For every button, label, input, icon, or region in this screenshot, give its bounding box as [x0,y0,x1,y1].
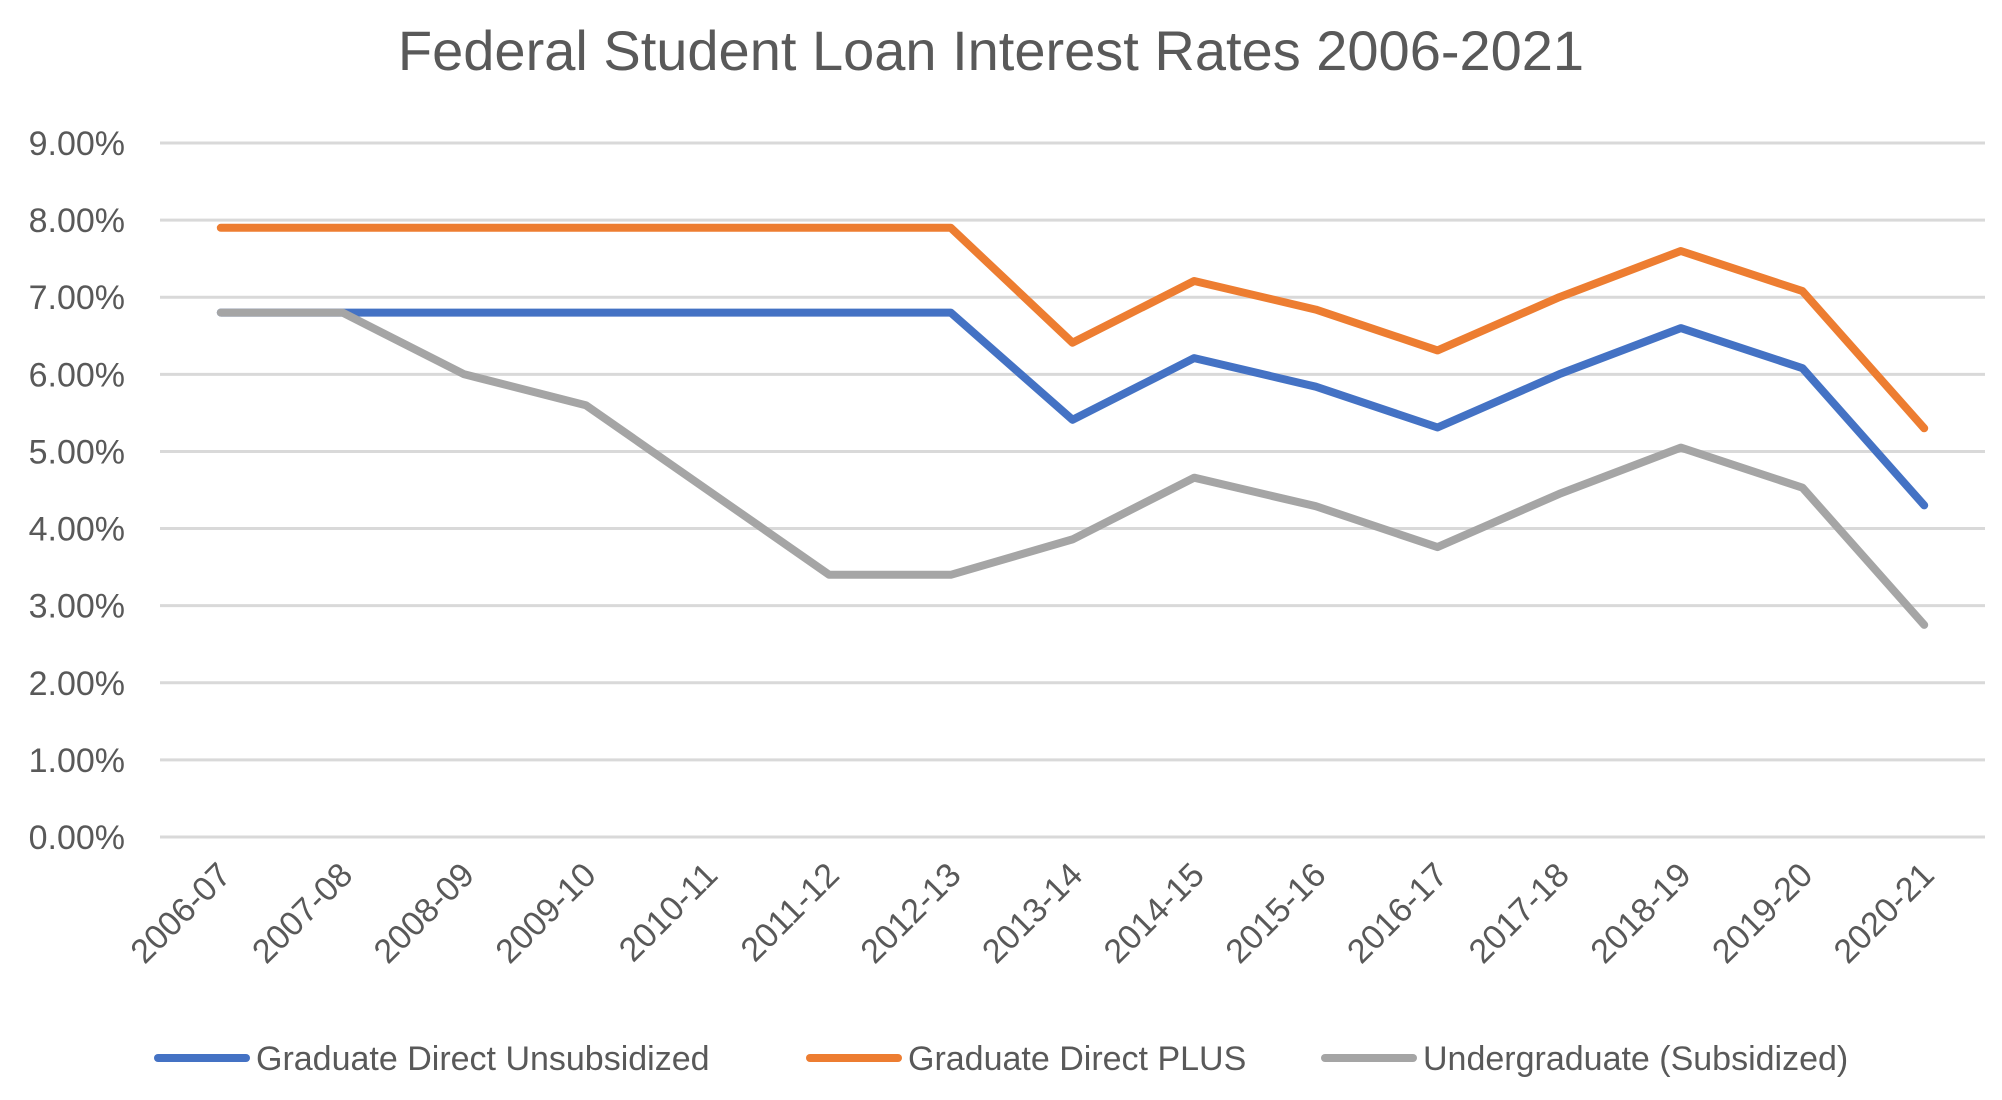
y-tick-label: 7.00% [29,279,125,317]
x-tick-label: 2018-19 [1583,856,1698,971]
x-tick-label: 2011-12 [733,856,846,969]
x-tick-label: 2008-09 [367,856,482,971]
y-axis: 0.00% 1.00% 2.00% 3.00% 4.00% 5.00% 6.00% 7.00%… [29,125,125,857]
y-tick-label: 3.00% [29,588,125,626]
x-tick-label: 2020-21 [1827,856,1942,971]
legend-label: Undergraduate (Subsidized) [1423,1040,1848,1078]
x-tick-label: 2009-10 [488,856,603,971]
y-tick-label: 0.00% [29,819,125,857]
y-tick-label: 9.00% [29,125,125,163]
x-tick-label: 2014-15 [1097,856,1212,971]
x-tick-label: 2015-16 [1218,856,1333,971]
series-line-2 [216,223,1929,433]
x-tick-label: 2012-13 [853,856,968,971]
x-tick-label: 2006-07 [123,856,238,971]
series-line-1 [216,308,1929,510]
legend: Graduate Direct Unsubsidized Graduate Dir… [154,1040,1848,1078]
gridlines [160,141,1985,839]
y-tick-label: 1.00% [29,742,125,780]
x-tick-label: 2010-11 [612,856,725,969]
legend-label: Graduate Direct Unsubsidized [256,1040,710,1078]
chart-title: Federal Student Loan Interest Rates 2006… [398,19,1584,82]
y-tick-label: 5.00% [29,433,125,471]
y-tick-label: 4.00% [29,511,125,549]
x-tick-label: 2017-18 [1462,856,1577,971]
x-tick-label: 2013-14 [975,856,1090,971]
y-tick-label: 8.00% [29,202,125,240]
x-axis: 2006-07 2007-08 2008-09 2009-10 2010-11 2011-… [123,856,1941,971]
x-tick-label: 2016-17 [1340,856,1455,971]
legend-label: Graduate Direct PLUS [908,1040,1246,1078]
x-tick-label: 2019-20 [1705,856,1820,971]
x-tick-label: 2007-08 [245,856,360,971]
series-line-3 [216,308,1929,629]
y-tick-label: 2.00% [29,665,125,703]
y-tick-label: 6.00% [29,356,125,394]
series-lines [216,223,1929,629]
